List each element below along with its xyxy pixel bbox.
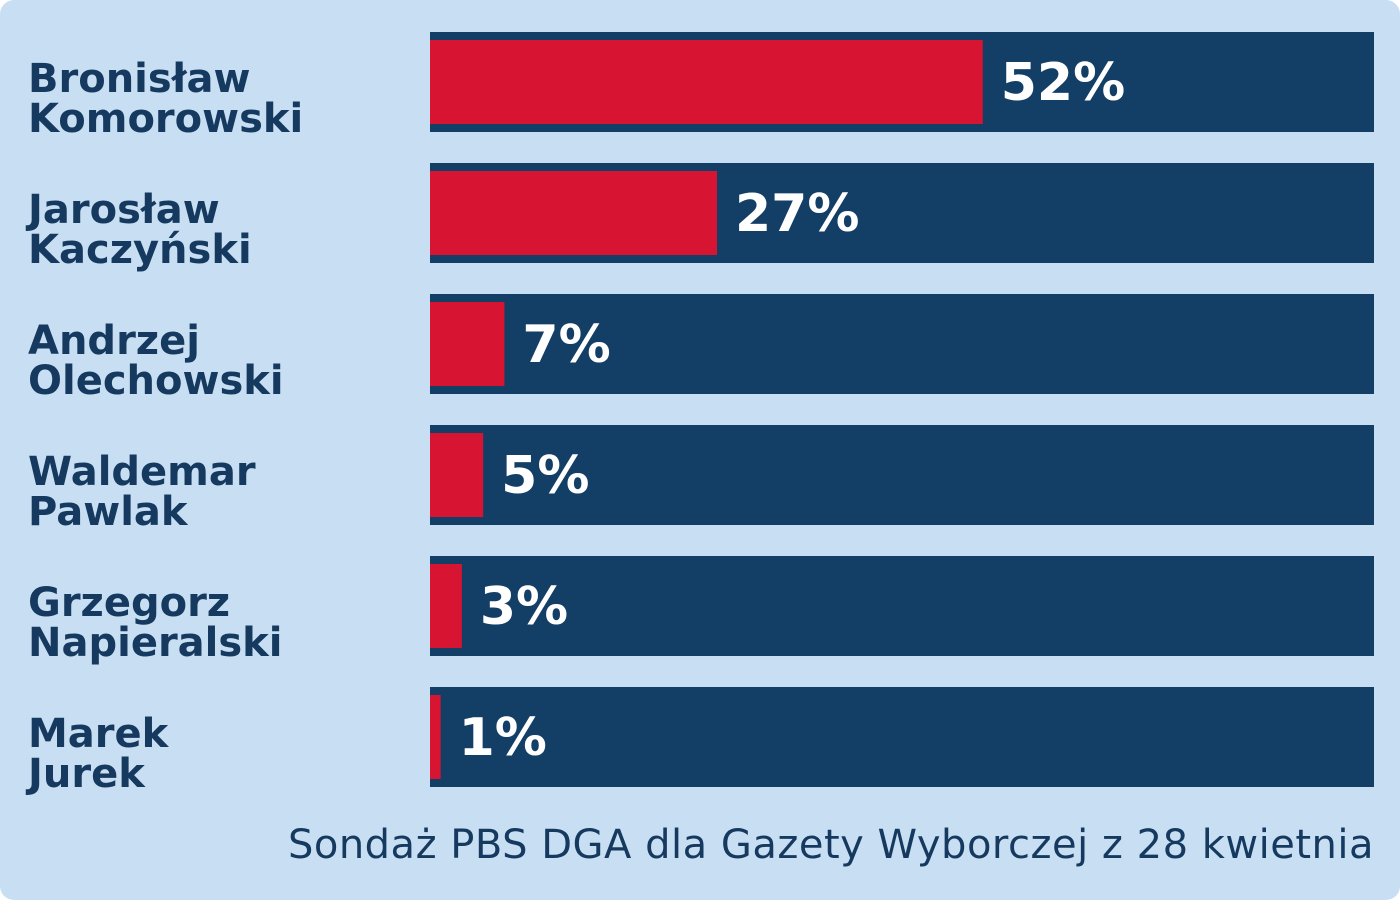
candidate-first-name: Andrzej xyxy=(28,318,200,364)
value-label: 52% xyxy=(1001,53,1125,113)
bar xyxy=(430,171,718,255)
bar xyxy=(430,40,983,124)
candidate-last-name: Kaczyński xyxy=(28,227,252,273)
value-label: 1% xyxy=(459,708,547,768)
candidate-first-name: Waldemar xyxy=(28,449,256,495)
candidate-last-name: Komorowski xyxy=(28,96,303,142)
bar-track xyxy=(430,687,1374,787)
bar xyxy=(430,302,505,386)
candidate-first-name: Bronisław xyxy=(28,56,250,102)
source-note: Sondaż PBS DGA dla Gazety Wyborczej z 28… xyxy=(287,822,1374,868)
bar xyxy=(430,564,462,648)
candidate-last-name: Jurek xyxy=(25,751,146,797)
candidate-first-name: Jarosław xyxy=(25,187,220,233)
candidate-first-name: Grzegorz xyxy=(28,580,230,626)
candidate-last-name: Olechowski xyxy=(28,358,284,404)
candidate-last-name: Pawlak xyxy=(28,489,189,535)
bar-track xyxy=(430,425,1374,525)
value-label: 3% xyxy=(480,577,568,637)
bar-track xyxy=(430,294,1374,394)
candidate-last-name: Napieralski xyxy=(28,620,283,666)
value-label: 7% xyxy=(522,315,610,375)
bar xyxy=(430,695,441,779)
bar-track xyxy=(430,556,1374,656)
value-label: 27% xyxy=(735,184,859,244)
bar xyxy=(430,433,484,517)
candidate-first-name: Marek xyxy=(28,711,170,757)
value-label: 5% xyxy=(501,446,589,506)
